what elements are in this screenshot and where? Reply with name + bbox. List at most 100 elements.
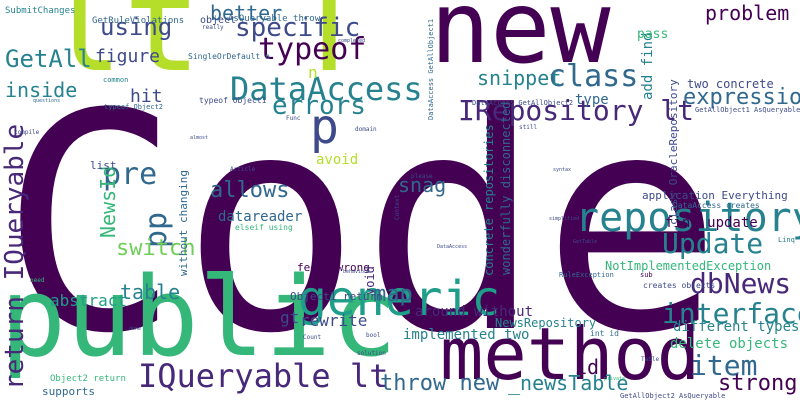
cloud-word: errors xyxy=(272,91,366,121)
cloud-word: DataAccess GetAllObject1 xyxy=(427,18,435,120)
cloud-word: NewsId xyxy=(96,165,120,238)
cloud-word: AsQueryable throw xyxy=(228,14,321,24)
cloud-word: need xyxy=(30,277,45,284)
cloud-word: snippet xyxy=(477,66,562,90)
cloud-word: questions xyxy=(33,98,61,104)
cloud-word: Context xyxy=(394,194,401,220)
cloud-word: specific xyxy=(235,13,361,43)
cloud-word: feels wrong xyxy=(297,261,370,274)
cloud-word: GetAllObject2 AsQueryable xyxy=(620,392,726,400)
cloud-word: p xyxy=(310,99,339,155)
cloud-word: list xyxy=(90,159,117,172)
cloud-word: typeof xyxy=(258,32,367,67)
cloud-word: Count xyxy=(303,334,322,341)
cloud-word: domain xyxy=(355,126,377,133)
cloud-word: lt xyxy=(45,0,202,101)
cloud-word: typeof Object2 xyxy=(104,103,164,111)
cloud-word: better xyxy=(210,1,283,25)
cloud-word: interface xyxy=(662,297,800,330)
cloud-word: class xyxy=(548,59,639,94)
cloud-word: DataAccess xyxy=(437,244,468,250)
cloud-word: completed xyxy=(338,38,366,44)
cloud-word: expression xyxy=(683,85,800,110)
cloud-word: hit xyxy=(130,86,163,107)
cloud-word: different types xyxy=(673,319,800,335)
cloud-word: really xyxy=(202,24,224,31)
cloud-word: IQueryable lt xyxy=(138,357,389,395)
cloud-word: rewrite xyxy=(300,311,368,330)
cloud-word: typeof Object1 xyxy=(199,96,267,105)
cloud-word: method xyxy=(440,312,701,396)
cloud-word: _newsTable xyxy=(508,371,629,395)
cloud-word: still xyxy=(519,124,538,131)
cloud-word: DataAccess creates xyxy=(673,201,760,210)
cloud-word: Object2 return xyxy=(50,374,126,384)
cloud-word: NotImplementedException xyxy=(605,259,772,273)
cloud-word: supports xyxy=(42,385,95,398)
cloud-word: solution xyxy=(357,350,386,357)
cloud-word: sub xyxy=(640,271,653,279)
cloud-word: syntax xyxy=(553,167,572,173)
cloud-word: pre xyxy=(103,157,158,192)
cloud-word: compile xyxy=(14,129,40,136)
cloud-word: please xyxy=(411,173,433,180)
cloud-word: simplified xyxy=(549,216,580,222)
cloud-word: IRepository lt xyxy=(458,94,695,127)
cloud-word: RuleException xyxy=(559,271,614,279)
cloud-word: Func xyxy=(286,115,301,122)
cloud-word: avoid xyxy=(316,152,359,168)
cloud-word: public xyxy=(0,253,398,381)
cloud-word: using xyxy=(100,13,173,41)
cloud-word: around without xyxy=(415,304,534,320)
cloud-word: done xyxy=(129,326,142,332)
cloud-word: object xyxy=(200,15,237,26)
cloud-word: Table xyxy=(641,356,660,363)
cloud-word: DataAccess GetAllObject2 xyxy=(472,99,574,107)
cloud-word: gt xyxy=(778,0,800,4)
cloud-word: private xyxy=(604,376,626,382)
cloud-word: allows xyxy=(210,178,290,203)
cloud-word: map xyxy=(373,282,413,307)
cloud-word: SubmitChanges xyxy=(5,6,76,16)
cloud-word: Object1 return xyxy=(290,290,383,303)
cloud-word: application Everything xyxy=(642,189,788,202)
cloud-word: dbNews xyxy=(690,267,792,300)
cloud-word: item xyxy=(690,349,758,382)
cloud-word: NewsRepository xyxy=(495,316,597,330)
cloud-word: Update xyxy=(662,227,764,260)
cloud-word: Article xyxy=(230,166,256,173)
cloud-word: common xyxy=(103,76,129,84)
cloud-word: problem xyxy=(705,1,790,25)
cloud-word: without changing xyxy=(177,170,190,276)
cloud-word: repository xyxy=(575,195,800,241)
cloud-word: find update xyxy=(665,215,758,231)
cloud-word: type xyxy=(575,92,609,108)
cloud-word: strong xyxy=(718,371,798,396)
cloud-word: GetRuleViolations xyxy=(92,16,185,26)
cloud-word: GetTable xyxy=(573,239,598,245)
cloud-word: two concrete xyxy=(687,77,774,91)
cloud-word: creates objects xyxy=(643,281,716,290)
cloud-word: abstract xyxy=(50,291,128,310)
cloud-word: T xyxy=(290,0,369,101)
cloud-word: GetAllObject1 AsQueryable xyxy=(695,106,800,114)
cloud-word: almost xyxy=(190,135,209,141)
cloud-word: figure xyxy=(95,46,161,67)
cloud-word: n xyxy=(308,63,318,82)
cloud-word: datareader xyxy=(218,209,303,225)
cloud-word: GetAll xyxy=(5,45,92,73)
cloud-word: add find xyxy=(640,32,656,100)
cloud-word: concrete repositories xyxy=(482,124,496,276)
cloud-word: wonderfully disconnected xyxy=(499,101,513,275)
cloud-word: inside xyxy=(5,78,78,102)
cloud-word: SingleOrDefault n xyxy=(188,52,270,61)
cloud-word: pass xyxy=(637,27,669,42)
cloud-word: behaviour xyxy=(343,269,371,275)
cloud-word: bool xyxy=(366,332,381,339)
cloud-word: int id xyxy=(590,329,619,338)
cloud-word: generic xyxy=(298,271,501,327)
cloud-word: delete objects xyxy=(670,336,789,352)
cloud-word: gt xyxy=(280,308,300,327)
cloud-word: elseif using xyxy=(235,223,293,232)
